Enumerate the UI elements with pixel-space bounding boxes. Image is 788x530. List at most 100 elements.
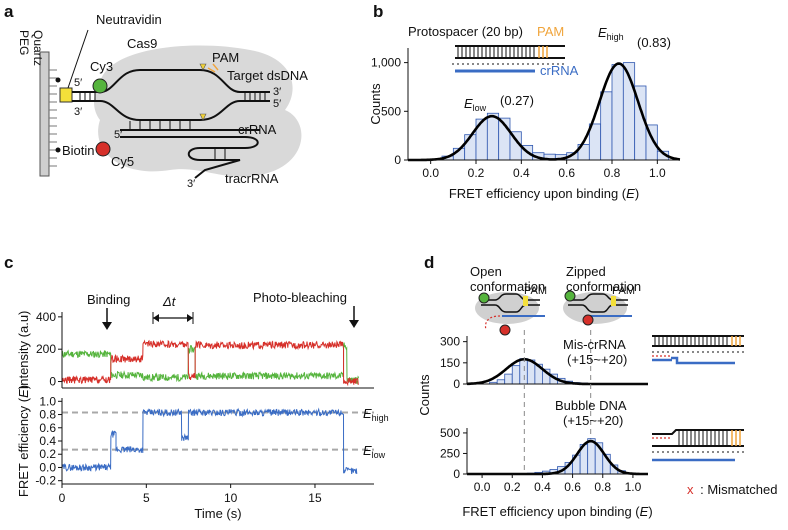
pam-legend-label: PAM — [537, 24, 564, 39]
bubble-label: Bubble DNA — [555, 398, 627, 413]
x-axis-label: FRET efficiency upon binding (E) — [449, 186, 639, 201]
cas9-label: Cas9 — [127, 36, 157, 51]
c-e-high-symbol: E — [363, 406, 372, 421]
end-5-right: 5′ — [273, 98, 281, 110]
panel-label-a: a — [4, 2, 14, 21]
chart-c-fret: -0.20.00.20.40.60.81.0 0 5 10 15 Time (s) FRET… — [16, 385, 374, 521]
quartz-label: Quartz — [31, 30, 45, 66]
e-low-annotation: Elow — [464, 96, 487, 113]
y-tick-label: 0 — [394, 153, 401, 167]
zipped-label-line2: conformation — [566, 279, 641, 294]
x-tick-label: 0.2 — [504, 480, 521, 494]
x-tick-label: 0.0 — [422, 166, 439, 180]
mismatch-x-icon: x — [687, 482, 694, 497]
peg-label: PEG — [17, 30, 31, 55]
neutravidin-icon — [59, 87, 73, 103]
x-axis-label: Time (s) — [194, 506, 241, 521]
end-3-right: 3′ — [273, 86, 281, 98]
panel-b-histogram: Protospacer (20 bp) PAM crRNA 05001,0000… — [368, 24, 681, 201]
target-top-strand — [72, 69, 270, 93]
x-tick-label: 15 — [308, 491, 322, 505]
y-tick-label: -0.2 — [35, 474, 56, 488]
peg-brush — [49, 69, 57, 167]
cy3-dye-icon — [92, 78, 108, 94]
end-3-top: 3′ — [74, 106, 82, 118]
y-tick-label: 0.6 — [39, 421, 56, 435]
biotin-label: Biotin — [62, 143, 95, 158]
x-tick-label: 0.6 — [558, 166, 575, 180]
histogram-bar — [611, 64, 624, 161]
y-tick-label: 500 — [381, 104, 401, 118]
y-tick-label: 300 — [440, 335, 460, 349]
open-conformation-icon — [475, 292, 545, 336]
end-5-crrna: 5′ — [114, 129, 122, 141]
x-tick-label: 0.2 — [468, 166, 485, 180]
zipped-label-line1: Zipped — [566, 264, 606, 279]
chart-c-intensity: 0 200 400 Intensity (a.u) — [16, 310, 374, 389]
neutravidin-pointer — [67, 29, 89, 89]
histogram-bar — [600, 91, 613, 161]
pam-marker-lower — [199, 113, 207, 121]
e-high-symbol: E — [598, 25, 607, 40]
mis-crrna-label: Mis-crRNA — [563, 337, 626, 352]
crrna-label: crRNA — [238, 122, 277, 137]
neutravidin-label: Neutravidin — [96, 12, 162, 27]
trace-cy5 — [61, 339, 359, 387]
end-3-tracr: 3′ — [187, 178, 195, 190]
pam-label: PAM — [212, 50, 239, 65]
mis-crrna-schematic — [652, 335, 744, 365]
histogram-bar — [504, 373, 513, 385]
e-high-value: (0.83) — [637, 35, 671, 50]
y-axis-label: Counts — [368, 83, 383, 125]
tracrrna-strand — [120, 136, 259, 179]
c-e-low-symbol: E — [363, 443, 372, 458]
x-axis-label-symbol: E — [626, 186, 635, 201]
x-axis-label-symbol: E — [640, 504, 649, 519]
x-tick-label: 1.0 — [625, 480, 642, 494]
tracrrna-label: tracrRNA — [225, 171, 279, 186]
e-high-annotation: Ehigh — [598, 25, 624, 42]
c-e-low-subscript: low — [372, 450, 386, 460]
panel-a-schematic: PEG Quartz Neutravidin Biotin Cas9 5′ 3′… — [17, 12, 308, 190]
cy3-label: Cy3 — [90, 59, 113, 74]
x-tick-label: 0.6 — [564, 480, 581, 494]
histogram-bar — [511, 365, 521, 385]
cy5-dye-icon — [95, 141, 111, 157]
end-5-top: 5′ — [74, 77, 82, 89]
bleach-arrowhead — [349, 320, 359, 328]
x-tick-label: 0.8 — [594, 480, 611, 494]
x-tick-label: 1.0 — [649, 166, 666, 180]
histogram-bar — [587, 438, 596, 475]
x-tick-label: 0.4 — [534, 480, 551, 494]
y-axis-label-text: FRET efficiency ( — [16, 397, 31, 497]
e-low-subscript: low — [473, 103, 487, 113]
x-tick-label: 0.4 — [513, 166, 530, 180]
gaussian-fit-line — [408, 62, 681, 162]
bleach-label: Photo-bleaching — [253, 290, 347, 305]
x-tick-label: 10 — [224, 491, 238, 505]
y-axis-label: FRET efficiency (E) — [16, 385, 31, 497]
pam-site-icon — [207, 63, 219, 73]
y-tick-label: 400 — [36, 310, 56, 324]
cy5-label: Cy5 — [111, 154, 134, 169]
chart-d-bubble: 0 250 500 0.0 0.2 0.4 0.6 0.8 1.0 FRET efficiency… — [440, 426, 653, 519]
dna-base-pairs — [79, 92, 266, 101]
y-tick-label: 200 — [36, 342, 56, 356]
chart-b: 0 500 1,000 0.0 0.2 0.4 0.6 0.8 1.0 FRET efficien… — [368, 48, 681, 201]
open-label-line2: conformation — [470, 279, 545, 294]
panel-label-b: b — [373, 2, 383, 21]
x-tick-label: 5 — [143, 491, 150, 505]
x-axis-label-close: ) — [648, 504, 652, 519]
biotin-dot — [55, 147, 61, 153]
trace-fret — [61, 407, 358, 475]
quartz-slide — [39, 51, 50, 177]
y-axis-label-symbol: E — [16, 389, 31, 398]
x-tick-label: 0.0 — [474, 480, 491, 494]
mismatch-legend: x : Mismatched — [687, 482, 777, 497]
c-e-high-subscript: high — [372, 413, 389, 423]
y-tick-label: 0.8 — [39, 408, 56, 422]
c-e-low-label: Elow — [363, 443, 386, 460]
crrna-legend-label: crRNA — [540, 63, 579, 78]
pam-zipped-label: PAM — [612, 285, 635, 297]
